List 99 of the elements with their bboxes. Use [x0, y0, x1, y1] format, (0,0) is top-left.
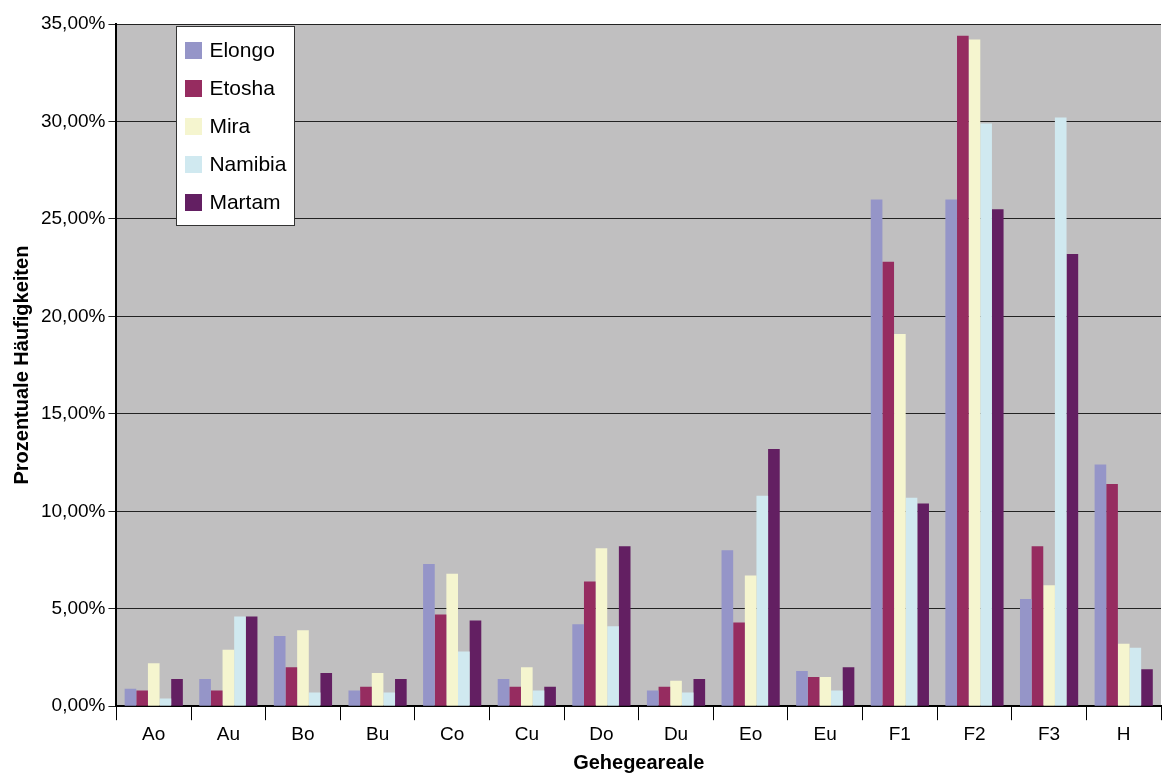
y-tick-label: 20,00% — [40, 304, 106, 326]
bar — [434, 614, 447, 706]
bar — [383, 692, 396, 706]
bar — [670, 680, 682, 706]
bar — [572, 624, 584, 706]
legend-label: Etosha — [209, 75, 275, 101]
bar — [882, 261, 895, 706]
legend-label: Mira — [209, 113, 251, 139]
bar — [607, 626, 619, 706]
bar — [870, 199, 883, 706]
bar — [210, 690, 223, 706]
bar — [458, 651, 470, 706]
bar — [497, 678, 510, 706]
x-tick-label: Eu — [813, 722, 837, 744]
bar — [681, 692, 694, 706]
bar — [520, 667, 533, 706]
bar — [371, 673, 384, 706]
bar — [147, 663, 160, 706]
x-tick-label: Bu — [365, 722, 390, 744]
bar — [297, 630, 309, 706]
bar — [1031, 546, 1044, 706]
bar — [273, 636, 286, 706]
bar — [618, 546, 631, 706]
bar — [395, 678, 407, 706]
y-tick-label: 5,00% — [51, 596, 106, 618]
y-tick-label: 35,00% — [40, 12, 106, 34]
bar — [159, 698, 172, 706]
bar — [199, 678, 211, 706]
bar — [595, 548, 608, 706]
y-tick-label: 15,00% — [40, 402, 106, 424]
bar — [1043, 585, 1055, 706]
y-tick-label: 30,00% — [40, 109, 106, 131]
bar — [980, 123, 992, 706]
bar — [469, 620, 482, 706]
bar — [646, 690, 659, 706]
bar — [222, 649, 235, 706]
y-tick-label: 10,00% — [40, 499, 106, 521]
bar — [234, 616, 246, 706]
bar — [693, 678, 706, 706]
x-tick-label: F1 — [888, 722, 911, 744]
bar — [360, 686, 372, 706]
bar — [171, 678, 183, 706]
bar — [1129, 647, 1142, 706]
bar — [423, 563, 435, 706]
bar — [446, 573, 459, 706]
x-tick-label: Do — [589, 722, 614, 744]
bar — [124, 688, 137, 706]
x-tick-label: H — [1116, 722, 1131, 744]
bar — [721, 550, 734, 706]
x-tick-label: Au — [216, 722, 240, 744]
bar — [245, 616, 258, 706]
bar — [842, 667, 855, 706]
x-tick-label: Du — [663, 722, 689, 744]
bar — [957, 35, 969, 706]
bar — [894, 333, 906, 706]
bar — [991, 209, 1004, 706]
bar — [136, 690, 148, 706]
bar — [1066, 254, 1079, 706]
bar — [509, 686, 521, 706]
legend-label: Namibia — [209, 151, 287, 177]
bar — [905, 497, 918, 706]
x-axis-title: Gehegeareale — [573, 750, 705, 773]
bar — [1094, 464, 1107, 706]
x-tick-label: Bo — [291, 722, 315, 744]
y-tick-label: 25,00% — [40, 207, 106, 229]
legend-label: Martam — [209, 189, 281, 215]
bar — [348, 690, 361, 706]
legend-label: Elongo — [209, 37, 275, 63]
bar — [807, 676, 820, 706]
x-tick-label: Co — [440, 722, 465, 744]
x-tick-label: F3 — [1037, 722, 1061, 744]
bar — [583, 581, 596, 706]
bar — [285, 667, 298, 706]
bar — [744, 575, 757, 706]
y-axis-title: Prozentuale Häufigkeiten — [9, 245, 32, 485]
bar — [968, 39, 981, 706]
bar — [756, 495, 769, 706]
bar — [945, 199, 958, 706]
bar — [733, 622, 745, 706]
bar — [308, 692, 321, 706]
bar — [544, 686, 556, 706]
bar — [831, 690, 843, 706]
x-tick-label: Ao — [142, 722, 166, 744]
x-tick-label: F2 — [963, 722, 986, 744]
x-tick-label: Eo — [739, 722, 763, 744]
bar — [819, 676, 832, 706]
bar — [658, 686, 671, 706]
bar — [532, 690, 545, 706]
x-tick-label: Cu — [514, 722, 539, 744]
bar — [1141, 669, 1153, 706]
bar — [1019, 599, 1032, 706]
bar — [1054, 117, 1067, 706]
bar — [320, 673, 333, 706]
bar — [1117, 643, 1130, 706]
bar — [917, 503, 929, 706]
bar — [796, 671, 808, 706]
y-tick-label: 0,00% — [51, 694, 106, 716]
bar — [1106, 484, 1118, 706]
bar — [768, 448, 780, 706]
